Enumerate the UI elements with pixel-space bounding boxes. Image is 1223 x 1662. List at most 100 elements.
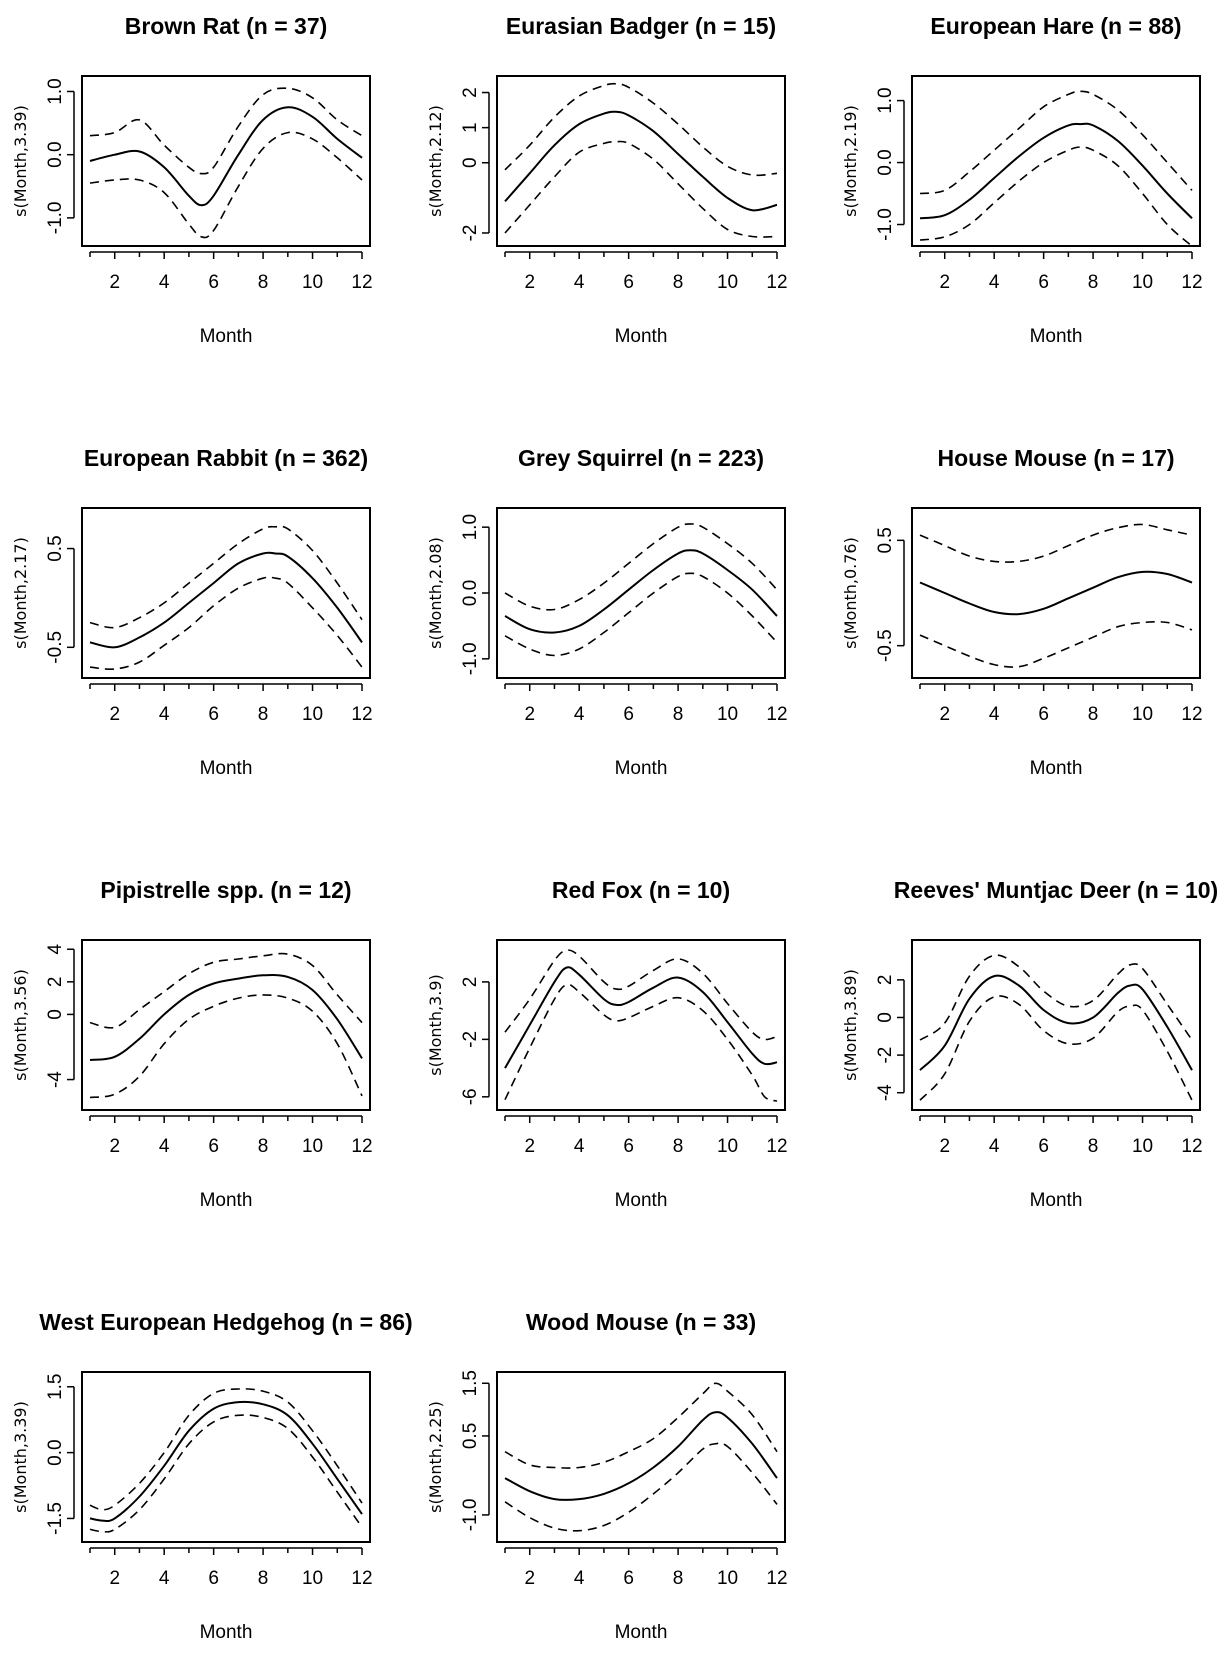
- chart-title: European Rabbit (n = 362): [84, 445, 368, 471]
- y-axis-title: s(Month,2.08): [426, 537, 445, 649]
- x-tick-label: 12: [766, 1136, 787, 1157]
- smooth-fit-line: [919, 122, 1193, 220]
- chart-title: Wood Mouse (n = 33): [526, 1309, 756, 1335]
- x-tick-label: 4: [574, 1136, 585, 1157]
- x-tick-label: 2: [939, 1136, 950, 1157]
- x-tick-label: 2: [109, 1136, 120, 1157]
- y-tick-label: -0.5: [875, 629, 896, 662]
- x-tick-label: 12: [766, 272, 787, 293]
- x-tick-label: 12: [351, 1136, 372, 1157]
- x-tick-label: 6: [623, 272, 634, 293]
- y-tick-label: 0.5: [460, 1423, 481, 1449]
- chart-title: Grey Squirrel (n = 223): [518, 445, 764, 471]
- x-tick-label: 6: [1038, 704, 1049, 725]
- y-axis-title: s(Month,3.89): [841, 969, 860, 1081]
- y-axis-title: s(Month,3.39): [11, 105, 30, 217]
- smooth-fit-line: [89, 1400, 363, 1523]
- plot-frame: [911, 75, 1201, 247]
- lower-ci-line: [89, 576, 363, 670]
- x-tick-label: 4: [159, 272, 170, 293]
- lower-ci-line: [504, 572, 778, 657]
- x-tick-label: 2: [109, 1568, 120, 1589]
- x-axis-title: Month: [615, 758, 668, 779]
- x-tick-label: 6: [208, 704, 219, 725]
- x-tick-label: 6: [208, 272, 219, 293]
- y-tick-label: 1.0: [875, 87, 896, 113]
- y-tick-label: 0.0: [45, 141, 66, 167]
- x-tick-label: 2: [939, 704, 950, 725]
- x-tick-label: 10: [717, 1568, 738, 1589]
- chart-panel: Eurasian Badger (n = 15)2 4 6 8 10 12-2012Mon…: [426, 13, 788, 347]
- x-tick-label: 12: [351, 272, 372, 293]
- y-tick-label: 0.5: [45, 535, 66, 561]
- smooth-fit-line: [89, 106, 363, 207]
- x-tick-label: 8: [673, 704, 684, 725]
- x-tick-label: 4: [159, 1136, 170, 1157]
- lower-ci-line: [919, 995, 1193, 1101]
- x-tick-label: 6: [1038, 1136, 1049, 1157]
- x-tick-label: 8: [258, 1568, 269, 1589]
- x-tick-label: 8: [1088, 272, 1099, 293]
- x-tick-label: 6: [208, 1568, 219, 1589]
- upper-ci-line: [504, 523, 778, 611]
- x-axis-title: Month: [615, 1622, 668, 1643]
- x-tick-label: 2: [109, 272, 120, 293]
- x-axis-title: Month: [615, 326, 668, 347]
- y-tick-label: -1.0: [460, 642, 481, 675]
- y-tick-label: 4: [45, 944, 66, 955]
- x-tick-label: 8: [673, 1568, 684, 1589]
- y-tick-label: 0.0: [875, 149, 896, 175]
- plot-frame: [911, 507, 1201, 679]
- y-tick-label: -2: [875, 1047, 896, 1064]
- chart-title: Reeves' Muntjac Deer (n = 10): [894, 877, 1218, 903]
- x-tick-label: 6: [623, 704, 634, 725]
- chart-panel: Red Fox (n = 10) 2 4 6 8 10 12 -6 -2 2 Month s(Mont…: [426, 877, 788, 1211]
- plot-frame: [911, 939, 1201, 1111]
- x-tick-label: 8: [258, 704, 269, 725]
- x-tick-label: 10: [302, 272, 323, 293]
- chart-panel: House Mouse (n = 17) 2 4 6 8 10 12 -0.5 0.5 Month…: [841, 445, 1203, 779]
- lower-ci-line: [89, 131, 363, 239]
- y-axis-title: s(Month,2.25): [426, 1401, 445, 1513]
- y-tick-label: -6: [460, 1088, 481, 1105]
- x-tick-label: 2: [524, 1136, 535, 1157]
- upper-ci-line: [89, 1388, 363, 1511]
- x-axis-title: Month: [200, 326, 253, 347]
- y-tick-label: 0.0: [45, 1439, 66, 1465]
- x-axis-title: Month: [1030, 1190, 1083, 1211]
- x-tick-label: 6: [623, 1136, 634, 1157]
- chart-title: West European Hedgehog (n = 86): [39, 1309, 412, 1335]
- plot-frame: [496, 75, 786, 247]
- x-tick-label: 10: [717, 1136, 738, 1157]
- x-tick-label: 8: [258, 272, 269, 293]
- x-axis-title: Month: [1030, 326, 1083, 347]
- smooth-fit-line: [919, 974, 1193, 1071]
- y-tick-label: -2: [460, 1031, 481, 1048]
- x-tick-label: 10: [717, 704, 738, 725]
- upper-ci-line: [504, 949, 778, 1041]
- chart-title: European Hare (n = 88): [930, 13, 1181, 39]
- y-tick-label: 2: [45, 977, 66, 988]
- upper-ci-line: [504, 1382, 778, 1469]
- chart-title: Pipistrelle spp. (n = 12): [100, 877, 351, 903]
- y-tick-label: -4: [45, 1071, 66, 1088]
- x-tick-label: 2: [524, 1568, 535, 1589]
- chart-panel: Brown Rat (n = 37) 2 4 6 8 10 12 -1.0 0.0 1.0 Mont…: [11, 13, 373, 347]
- y-tick-label: 1: [460, 122, 481, 133]
- x-axis-title: Month: [200, 1622, 253, 1643]
- x-tick-label: 6: [623, 1568, 634, 1589]
- x-tick-label: 8: [1088, 1136, 1099, 1157]
- x-tick-label: 4: [159, 704, 170, 725]
- x-tick-label: 12: [351, 1568, 372, 1589]
- y-tick-label: 0: [45, 1009, 66, 1020]
- x-tick-label: 8: [1088, 704, 1099, 725]
- y-tick-label: 0.5: [875, 527, 896, 553]
- chart-title: Red Fox (n = 10): [552, 877, 730, 903]
- y-axis-title: s(Month,0.76): [841, 537, 860, 649]
- x-tick-label: 10: [717, 272, 738, 293]
- x-tick-label: 8: [673, 1136, 684, 1157]
- chart-panel: Reeves' Muntjac Deer (n = 10) 2 4 6 8 10 12 -4 -…: [841, 877, 1218, 1211]
- smooth-fit-line: [504, 110, 778, 212]
- y-tick-label: 2: [875, 975, 896, 986]
